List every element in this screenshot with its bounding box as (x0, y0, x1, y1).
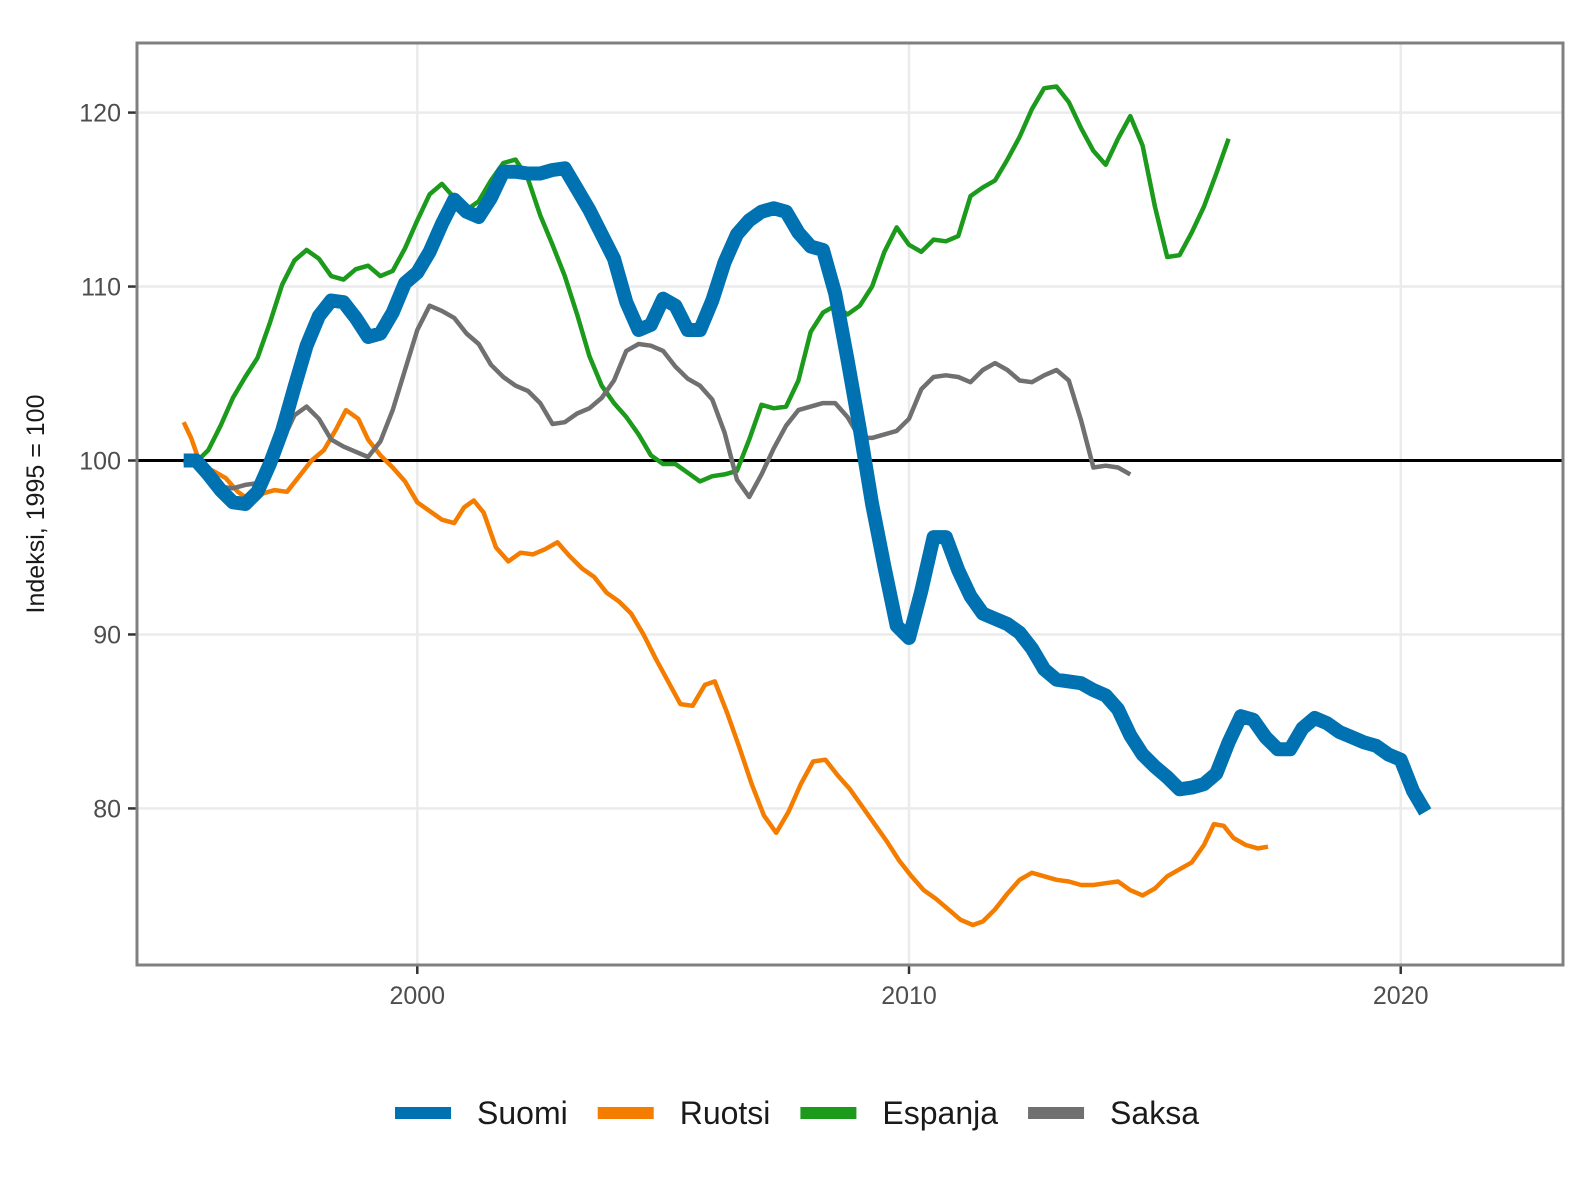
plot-background (137, 43, 1563, 965)
legend-label-saksa: Saksa (1110, 1095, 1199, 1131)
y-axis-title: Indeksi, 1995 = 100 (22, 395, 50, 614)
x-tick-label-2020: 2020 (1373, 982, 1429, 1010)
y-tick-label-120: 120 (79, 100, 121, 128)
legend-label-espanja: Espanja (882, 1095, 998, 1131)
plot-panel-border (135, 41, 1565, 967)
y-tick-label-90: 90 (93, 621, 121, 649)
x-tick-label-2000: 2000 (389, 982, 445, 1010)
series-line-saksa (183, 303, 1132, 500)
series-line-espanja (183, 84, 1231, 484)
legend: Suomi Ruotsi Espanja Saksa (395, 1095, 1199, 1131)
series-line-ruotsi (181, 407, 1269, 928)
series-line-suomi (183, 161, 1432, 816)
series-layer (181, 84, 1432, 928)
y-axis: 80 90 100 110 120 (79, 100, 136, 823)
y-tick-label-100: 100 (79, 448, 121, 476)
y-tick-label-110: 110 (81, 274, 121, 302)
x-axis: 2000 2010 2020 (389, 966, 1429, 1010)
y-tick-label-80: 80 (93, 795, 121, 823)
legend-label-ruotsi: Ruotsi (680, 1095, 771, 1131)
x-tick-label-2010: 2010 (881, 982, 937, 1010)
legend-label-suomi: Suomi (477, 1095, 568, 1131)
